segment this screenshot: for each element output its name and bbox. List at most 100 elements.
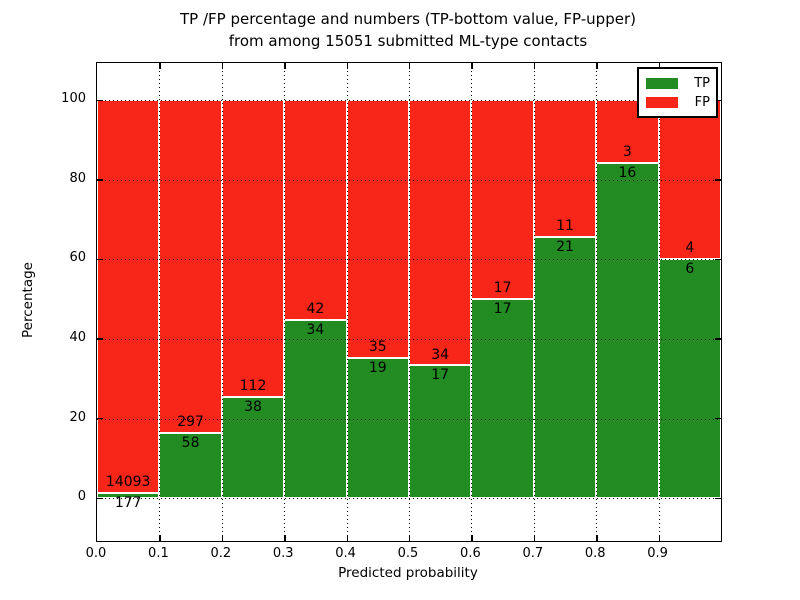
tick-mark: [97, 338, 103, 340]
tick-mark: [471, 535, 473, 541]
legend: TP FP: [637, 67, 718, 118]
bar-label-fp: 35: [368, 339, 387, 356]
tick-mark: [715, 99, 721, 102]
bar-segment-fp: [97, 100, 160, 494]
bar-label-fp: 3: [622, 144, 632, 161]
bar-segment-tp: [284, 320, 347, 499]
bar-label-tp: 6: [685, 261, 695, 278]
tick-mark: [97, 179, 103, 181]
bar-label-fp: 297: [177, 414, 204, 431]
x-axis-label: Predicted probability: [338, 565, 478, 581]
bar-segment-tp: [471, 299, 534, 499]
tick-mark: [284, 63, 286, 69]
grid-line-v: [221, 63, 223, 541]
tick-mark: [596, 63, 598, 69]
bar-segment-tp: [97, 493, 160, 499]
grid-line-v: [284, 63, 286, 541]
bar-label-fp: 14093: [105, 474, 151, 491]
tick-mark: [715, 179, 721, 181]
tick-mark: [97, 99, 103, 102]
chart-title: TP /FP percentage and numbers (TP-bottom…: [96, 8, 720, 52]
bar-label-tp: 177: [114, 495, 142, 512]
bar-label-fp: 42: [306, 301, 325, 318]
bar-label-tp: 38: [244, 399, 262, 416]
bar-labels-layer: 14093 177 297 58 112 38 42 34 35 19 34 17 17 17 11 21 3 1…: [97, 63, 721, 541]
legend-label-tp: TP: [694, 76, 710, 91]
x-tick-label: 0.4: [335, 546, 356, 561]
bar-label-tp: 21: [556, 239, 574, 256]
bar-label-fp: 34: [431, 346, 450, 363]
tick-mark: [715, 338, 721, 340]
bar-label-fp: 112: [239, 378, 267, 395]
bar-label-tp: 17: [493, 301, 512, 318]
x-tick-label: 0.2: [210, 546, 232, 561]
x-tick-label: 0.1: [148, 546, 169, 561]
bar-label-tp: 17: [431, 367, 450, 384]
tick-mark: [221, 63, 224, 69]
tick-mark: [97, 258, 103, 261]
ticks-layer: [97, 63, 721, 541]
bar-label-tp: 34: [306, 322, 325, 339]
x-tick-label: 0.3: [272, 546, 294, 561]
x-tick-label: 0.5: [397, 546, 419, 561]
bar-label-fp: 11: [556, 218, 574, 235]
x-tick-label: 0.7: [522, 546, 544, 561]
x-tick-label: 0.6: [460, 546, 481, 561]
y-tick-label: 60: [69, 250, 86, 266]
bar-segment-tp: [596, 163, 659, 499]
tick-mark: [658, 63, 660, 69]
chart-title-line1: TP /FP percentage and numbers (TP-bottom…: [180, 10, 636, 28]
grid-line-v: [596, 63, 598, 541]
grid-line-v: [409, 63, 410, 541]
y-tick-label: 80: [69, 170, 86, 186]
legend-item-fp: FP: [646, 93, 710, 112]
x-tick-label: 0.8: [584, 546, 606, 561]
grid-line-v: [658, 63, 660, 541]
tick-mark: [221, 535, 224, 541]
bar-segment-fp: [346, 100, 409, 359]
tick-mark: [533, 63, 536, 69]
bar-label-tp: 19: [368, 360, 387, 377]
chart-title-line2: from among 15051 submitted ML-type conta…: [228, 32, 588, 50]
tick-mark: [346, 63, 348, 69]
tick-mark: [97, 418, 103, 420]
x-tick-label: 0.0: [85, 546, 107, 561]
tick-mark: [715, 418, 721, 420]
y-tick-label: 0: [77, 489, 86, 505]
tick-mark: [471, 63, 473, 69]
tick-mark: [533, 535, 536, 541]
tick-mark: [658, 535, 660, 541]
bar-label-tp: 58: [181, 435, 200, 452]
grid-line-v: [159, 63, 161, 541]
y-tick-label: 40: [69, 329, 86, 345]
tick-mark: [284, 535, 286, 541]
tick-mark: [159, 63, 161, 69]
tp-color-swatch: [646, 78, 678, 89]
bar-label-fp: 4: [685, 240, 695, 257]
plot-area: 14093 177 297 58 112 38 42 34 35 19 34 17 17 17 11 21 3 1…: [96, 62, 722, 542]
bar-segment-tp: [409, 365, 472, 499]
tick-mark: [715, 497, 721, 499]
y-tick-label: 20: [69, 409, 86, 425]
bar-label-fp: 17: [493, 280, 512, 297]
tick-mark: [346, 535, 348, 541]
tick-mark: [596, 535, 598, 541]
bar-segment-fp: [284, 100, 347, 321]
y-tick-label: 100: [61, 91, 86, 107]
fp-color-swatch: [646, 97, 678, 108]
grid-line-v: [346, 63, 348, 541]
bar-segment-tp: [658, 259, 721, 499]
bar-segment-fp: [221, 100, 285, 398]
tick-mark: [97, 497, 103, 499]
grid-line-v: [533, 63, 535, 541]
tick-mark: [409, 63, 411, 69]
grid-line-v: [471, 63, 473, 541]
tick-mark: [715, 258, 721, 261]
bar-segment-fp: [533, 100, 597, 238]
legend-label-fp: FP: [694, 95, 710, 110]
y-axis-label: Percentage: [20, 262, 36, 338]
bar-segment-tp: [346, 358, 409, 499]
tick-mark: [409, 535, 411, 541]
bar-segment-tp: [159, 433, 222, 499]
